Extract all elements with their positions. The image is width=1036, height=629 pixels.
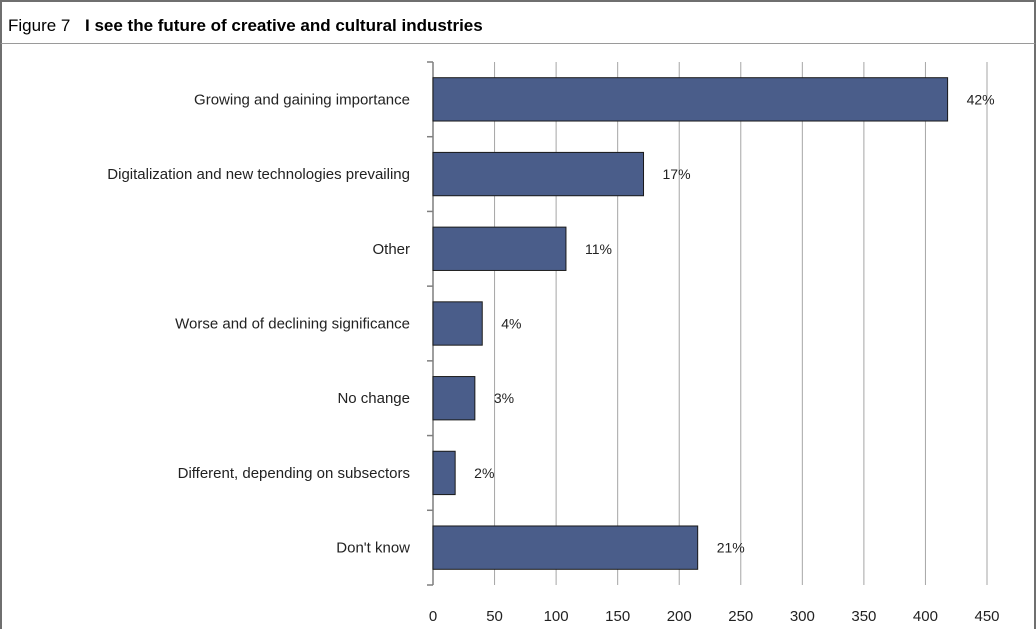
category-label: Different, depending on subsectors — [178, 465, 410, 482]
data-label: 17% — [663, 166, 691, 182]
x-tick-label: 400 — [913, 608, 938, 625]
bar — [432, 301, 483, 346]
category-label: Digitalization and new technologies prev… — [107, 166, 410, 183]
category-label: Growing and gaining importance — [194, 91, 410, 108]
data-labels: 42% 17% 11% 4% 3% 2% 21% — [474, 91, 994, 555]
bar — [432, 450, 456, 496]
category-labels: Growing and gaining importance Digitaliza… — [107, 91, 410, 556]
figure-title: I see the future of creative and cultura… — [85, 16, 483, 35]
x-tick-label: 0 — [429, 608, 437, 625]
x-tick-label: 250 — [728, 608, 753, 625]
data-label: 42% — [967, 91, 995, 107]
bar — [432, 376, 476, 421]
category-label: Worse and of declining significance — [175, 316, 410, 333]
data-label: 2% — [474, 465, 494, 481]
figure-label: Figure 7 — [8, 16, 71, 35]
x-tick-labels: 0 50 100 150 200 250 300 350 400 450 — [429, 608, 1000, 625]
data-label: 11% — [585, 241, 612, 257]
x-tick-label: 300 — [790, 608, 815, 625]
gridlines — [494, 62, 988, 585]
bar — [432, 525, 699, 570]
category-label: Other — [372, 241, 410, 258]
x-tick-label: 150 — [605, 608, 630, 625]
bar — [432, 151, 645, 197]
category-label: Don't know — [336, 540, 410, 557]
x-tick-label: 50 — [486, 608, 503, 625]
x-tick-label: 450 — [974, 608, 999, 625]
category-label: No change — [337, 390, 410, 407]
figure-title-bar: Figure 7 I see the future of creative an… — [0, 0, 1036, 44]
x-tick-label: 350 — [851, 608, 876, 625]
bars — [432, 77, 949, 570]
data-label: 3% — [494, 390, 514, 406]
y-axis — [427, 61, 434, 586]
x-tick-label: 100 — [544, 608, 569, 625]
data-label: 4% — [501, 316, 521, 332]
bar — [432, 77, 949, 122]
bar — [432, 226, 567, 271]
x-tick-label: 200 — [667, 608, 692, 625]
data-label: 21% — [717, 540, 745, 556]
